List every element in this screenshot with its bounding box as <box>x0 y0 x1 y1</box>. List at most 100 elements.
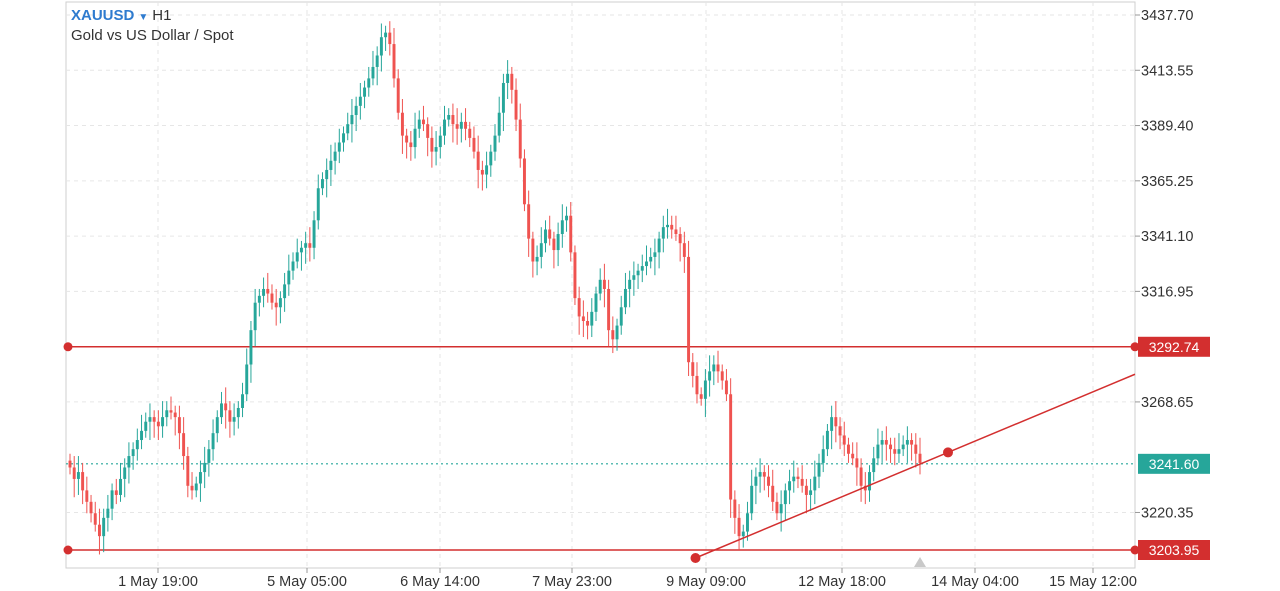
candle-body <box>779 504 783 514</box>
candle-body <box>215 417 219 434</box>
candle-body <box>228 410 232 422</box>
candle-body <box>893 449 897 454</box>
candle-body <box>270 293 274 303</box>
candle-body <box>897 449 901 454</box>
candle-body <box>329 160 333 170</box>
timeframe-label[interactable]: H1 <box>152 7 172 24</box>
price-label-text: 3292.74 <box>1149 339 1200 355</box>
candle-body <box>392 44 396 79</box>
candle-body <box>417 119 421 129</box>
candle-body <box>182 433 186 457</box>
candle-body <box>746 513 749 532</box>
candle-body <box>792 476 796 482</box>
candle-body <box>409 142 413 148</box>
candle-body <box>569 215 573 253</box>
candle-body <box>581 316 585 322</box>
candle-body <box>464 121 468 129</box>
candle-body <box>632 275 636 280</box>
candle-body <box>480 169 484 175</box>
price-tick-label: 3220.35 <box>1141 505 1193 521</box>
candle-body <box>169 410 173 413</box>
candle-body <box>135 440 139 450</box>
time-tick-label: 6 May 14:00 <box>400 574 480 590</box>
candle-body <box>518 119 522 159</box>
candle-body <box>678 234 682 244</box>
candle-body <box>451 115 455 125</box>
candle-body <box>657 238 661 253</box>
candle-body <box>863 485 867 491</box>
time-marker-icon <box>914 557 926 567</box>
candle-body <box>737 517 741 537</box>
candle-body <box>649 256 653 262</box>
candle-body <box>245 364 249 395</box>
time-tick-label: 15 May 12:00 <box>1049 574 1137 590</box>
candle-body <box>489 151 493 166</box>
candle-body <box>859 467 863 486</box>
chevron-down-icon[interactable]: ▼ <box>138 12 149 23</box>
candle-body <box>565 215 569 221</box>
candle-body <box>880 440 884 445</box>
candle-body <box>720 371 724 381</box>
candle-body <box>501 82 505 113</box>
candle-body <box>198 472 202 484</box>
candle-body <box>354 105 358 116</box>
candle-body <box>825 430 829 450</box>
chart-header[interactable]: XAUUSD ▼ H1 <box>71 6 171 27</box>
trendline-handle-start <box>690 553 701 563</box>
price-label-box <box>1138 540 1210 560</box>
candle-body <box>510 73 514 90</box>
symbol-label[interactable]: XAUUSD <box>71 7 135 24</box>
candle-body <box>232 417 236 422</box>
candle-body <box>901 444 905 450</box>
candle-body <box>872 458 876 473</box>
candle-body <box>619 307 623 326</box>
trendline[interactable] <box>690 373 1136 563</box>
candle-body <box>708 371 712 381</box>
candle-body <box>131 449 135 457</box>
candle-body <box>703 380 707 399</box>
candle-body <box>838 426 842 436</box>
candle-body <box>809 490 813 495</box>
candle-body <box>190 485 194 491</box>
candle-body <box>127 456 131 468</box>
candle-body <box>846 444 850 454</box>
candle-body <box>278 298 282 308</box>
candle-body <box>741 531 745 537</box>
candle-body <box>577 298 581 317</box>
candle-body <box>321 179 324 189</box>
candle-body <box>653 252 657 257</box>
price-labels: 3292.74 3203.95 3241.60 <box>1138 336 1210 560</box>
candle-body <box>611 330 615 340</box>
grid-lines <box>65 1 1136 569</box>
candle-body <box>152 417 156 422</box>
price-label-text: 3203.95 <box>1149 542 1200 558</box>
candle-body <box>821 449 825 463</box>
candle-body <box>539 243 543 257</box>
candle-body <box>72 467 76 479</box>
candle-body <box>274 302 278 308</box>
candle-body <box>842 435 846 445</box>
candle-body <box>522 158 526 205</box>
candle-body <box>640 266 644 271</box>
candle-body <box>304 243 308 248</box>
candle-body <box>783 490 787 505</box>
candle-body <box>253 302 257 331</box>
candle-body <box>674 229 678 235</box>
candle-body <box>876 444 880 459</box>
axes: 1 May 19:00 5 May 05:00 6 May 14:00 7 May 2… <box>118 8 1193 590</box>
candle-body <box>800 478 804 486</box>
candle-body <box>817 462 821 477</box>
candle-body <box>459 121 463 129</box>
candle-body <box>262 288 266 296</box>
candle-body <box>754 476 758 486</box>
price-tick-label: 3316.95 <box>1141 284 1193 300</box>
candle-body <box>889 444 893 450</box>
candle-body <box>750 485 754 514</box>
candle-body <box>337 142 341 152</box>
candle-body <box>476 151 480 170</box>
line-handle <box>63 342 73 352</box>
horizontal-lines[interactable] <box>63 342 1140 555</box>
candle-body <box>485 165 489 175</box>
candle-body <box>729 394 733 500</box>
